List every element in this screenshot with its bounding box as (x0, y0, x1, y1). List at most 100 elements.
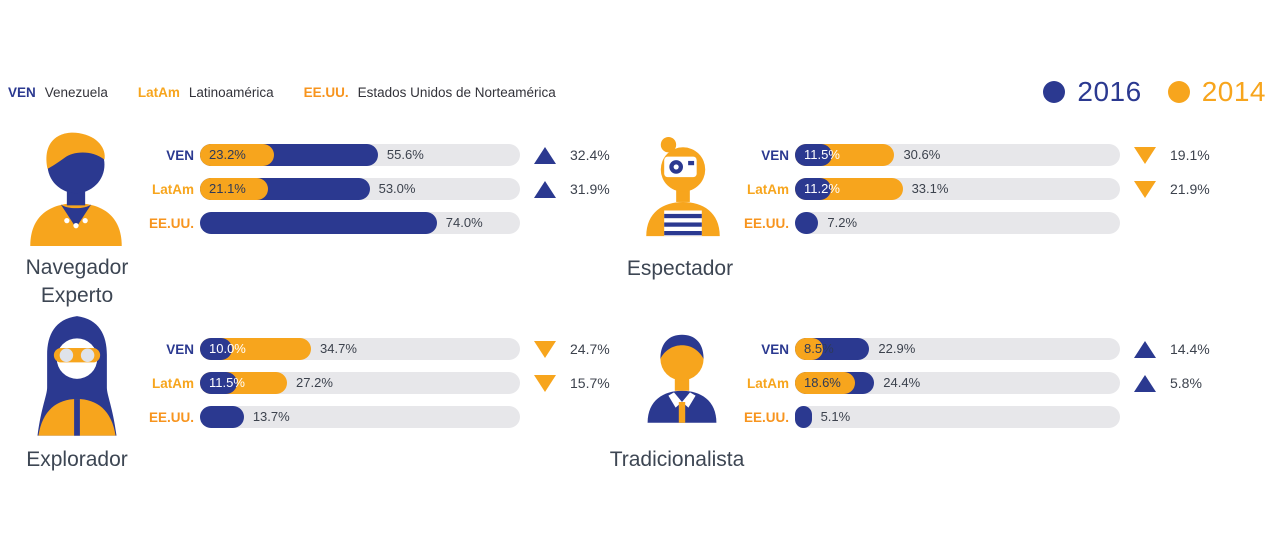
bar-2014 (795, 338, 823, 360)
value-2016: 13.7% (252, 409, 290, 424)
bar-row-ven: VEN 11.5% 30.6% 19.1% (735, 144, 1230, 166)
bar-row-latam: LatAm 21.1% 53.0% 31.9% (140, 178, 630, 200)
persona-title-line: Espectador (626, 257, 734, 280)
year-2016-label: 2016 (1077, 76, 1142, 107)
bar-track: 5.1% (795, 406, 1120, 428)
row-region-label: LatAm (746, 181, 789, 197)
legend-abbr-latam: LatAm (137, 85, 180, 100)
trend-delta: 21.9% (1170, 181, 1210, 197)
value-2014: 18.6% (804, 375, 841, 390)
legend-name-ven: Venezuela (44, 85, 108, 100)
bar-row-eeuu: EE.UU. 5.1% (735, 406, 1230, 428)
value-2016: 74.0% (445, 215, 483, 230)
trend-delta: 24.7% (570, 341, 610, 357)
year-2016-dot-icon (1043, 81, 1066, 103)
row-region-label: EE.UU. (148, 409, 194, 425)
value-2016: 5.1% (820, 409, 851, 424)
row-region-label: VEN (166, 147, 194, 163)
espectador-chart: VEN 11.5% 30.6% 19.1% LatAm 11.2% 33.1% … (735, 144, 1230, 234)
year-legend: 2016 2014 (1043, 76, 1266, 108)
trend-down-icon (534, 340, 556, 358)
person-camera-icon (646, 137, 720, 237)
bar-track: 21.1% 53.0% (200, 178, 520, 200)
bar-2016 (795, 406, 812, 428)
row-region-label: EE.UU. (743, 409, 789, 425)
navegador-experto-avatar (20, 122, 132, 251)
row-region-label: LatAm (151, 181, 194, 197)
value-2014: 33.1% (911, 181, 949, 196)
persona-title-tradicionalista: Tradicionalista (587, 446, 767, 474)
persona-title-line: Tradicionalista (609, 448, 745, 471)
bar-row-latam: LatAm 11.5% 27.2% 15.7% (140, 372, 630, 394)
year-2014-dot-icon (1167, 81, 1190, 103)
bar-2016 (200, 406, 244, 428)
row-region-label: EE.UU. (148, 215, 194, 231)
explorador-avatar (24, 310, 130, 443)
row-region-label: LatAm (151, 375, 194, 391)
year-2014-label: 2014 (1201, 76, 1266, 107)
trend-up-icon (534, 180, 556, 198)
hooded-goggles-icon (37, 316, 117, 436)
value-2016: 7.2% (827, 215, 858, 230)
bar-track: 10.0% 34.7% (200, 338, 520, 360)
man-collar-shirt-icon (647, 334, 717, 423)
trend-delta: 5.8% (1170, 375, 1202, 391)
bar-row-ven: VEN 10.0% 34.7% 24.7% (140, 338, 630, 360)
legend-name-latam: Latinoamérica (188, 85, 274, 100)
value-2014: 8.5% (804, 341, 834, 356)
trend-up-icon (1134, 340, 1156, 358)
row-region-label: VEN (166, 341, 194, 357)
bar-row-latam: LatAm 18.6% 24.4% 5.8% (735, 372, 1230, 394)
value-2016: 11.5% (804, 147, 840, 162)
bar-track: 8.5% 22.9% (795, 338, 1120, 360)
value-2016: 11.2% (804, 181, 840, 196)
value-2016: 55.6% (386, 147, 424, 162)
persona-title-line: Experto (40, 284, 114, 307)
bar-2014 (200, 178, 268, 200)
legend-item-latam: LatAm Latinoamérica (138, 85, 274, 100)
row-region-label: VEN (761, 147, 789, 163)
value-2014: 27.2% (296, 375, 333, 390)
value-2016: 24.4% (883, 375, 921, 390)
bar-track: 23.2% 55.6% (200, 144, 520, 166)
value-2016: 11.5% (209, 375, 245, 390)
trend-delta: 14.4% (1170, 341, 1210, 357)
bar-row-eeuu: EE.UU. 7.2% (735, 212, 1230, 234)
tradicionalista-avatar (638, 312, 726, 441)
bar-row-latam: LatAm 11.2% 33.1% 21.9% (735, 178, 1230, 200)
trend-up-icon (1134, 374, 1156, 392)
tradicionalista-chart: VEN 8.5% 22.9% 14.4% LatAm 18.6% 24.4% 5… (735, 338, 1230, 428)
persona-title-espectador: Espectador (590, 255, 770, 283)
bar-track: 7.2% (795, 212, 1120, 234)
trend-delta: 19.1% (1170, 147, 1210, 163)
value-2016: 22.9% (878, 341, 916, 356)
navegador-experto-chart: VEN 23.2% 55.6% 32.4% LatAm 21.1% 53.0% … (140, 144, 630, 234)
espectador-avatar (636, 122, 730, 251)
trend-delta: 31.9% (570, 181, 610, 197)
person-swept-hair-icon (30, 132, 122, 246)
bar-2016 (795, 212, 819, 234)
row-region-label: VEN (761, 341, 789, 357)
bar-2016 (200, 338, 232, 360)
bar-row-eeuu: EE.UU. 13.7% (140, 406, 630, 428)
trend-down-icon (1134, 146, 1156, 164)
value-2014: 30.6% (903, 147, 941, 162)
trend-delta: 15.7% (570, 375, 610, 391)
persona-title-explorador: Explorador (7, 446, 147, 474)
value-2014: 34.7% (320, 341, 357, 356)
legend-abbr-ven: VEN (8, 85, 36, 100)
region-legend: VEN Venezuela LatAm Latinoamérica EE.UU.… (8, 85, 586, 100)
bar-2016 (200, 372, 237, 394)
value-2014: 21.1% (209, 181, 246, 196)
bar-2014 (200, 144, 275, 166)
bar-track: 13.7% (200, 406, 520, 428)
bar-row-ven: VEN 23.2% 55.6% 32.4% (140, 144, 630, 166)
row-region-label: LatAm (746, 375, 789, 391)
legend-name-eeuu: Estados Unidos de Norteamérica (357, 85, 556, 100)
bar-track: 11.5% 27.2% (200, 372, 520, 394)
bar-2016 (795, 178, 832, 200)
trend-down-icon (1134, 180, 1156, 198)
bar-track: 11.5% 30.6% (795, 144, 1120, 166)
value-2016: 53.0% (378, 181, 416, 196)
